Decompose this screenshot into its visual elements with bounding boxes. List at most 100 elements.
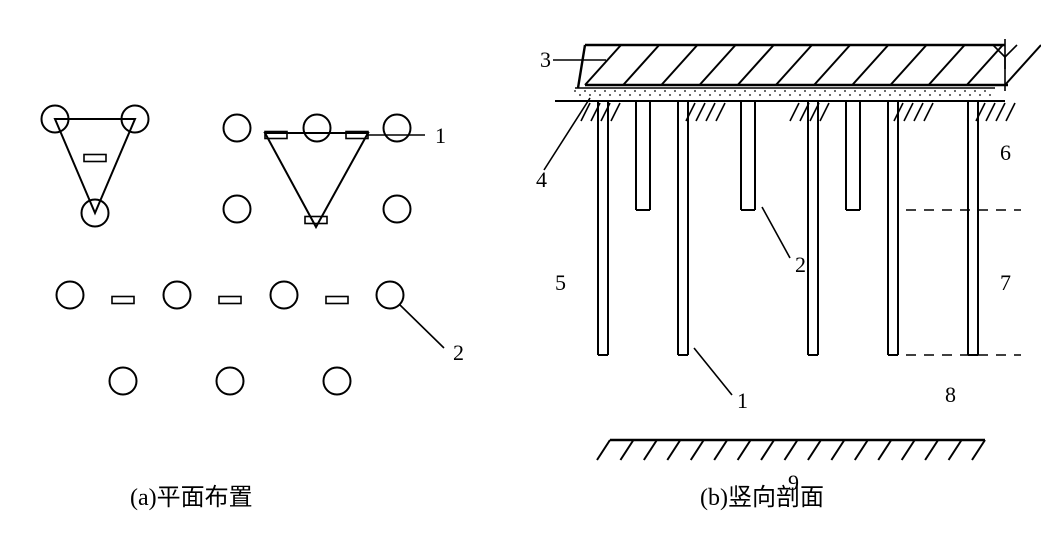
cushion-dot [724,90,726,92]
cushion-dot [849,94,851,96]
cushion-dot [979,94,981,96]
cushion-dot [654,90,656,92]
cushion-dot [599,94,601,96]
cushion-dot [709,94,711,96]
cushion-dot [864,90,866,92]
cushion-dot [964,90,966,92]
cushion-dot [909,94,911,96]
label-b3: 3 [540,47,551,72]
short-pile-rect [326,297,348,304]
short-pile-rect [112,297,134,304]
cushion-dot [684,90,686,92]
caption-b: (b)竖向剖面 [700,484,824,511]
cushion-dot [834,90,836,92]
cushion-dot [619,94,621,96]
cushion-dot [639,94,641,96]
cushion-dot [854,90,856,92]
cushion-dot [689,94,691,96]
cushion-dot [984,90,986,92]
cushion-dot [924,90,926,92]
cushion-dot [974,90,976,92]
cushion-dot [754,90,756,92]
pile-circle [57,282,84,309]
pile-circle [377,282,404,309]
cushion-dot [914,90,916,92]
cushion-dot [989,94,991,96]
cushion-dot [714,90,716,92]
cushion-dot [704,90,706,92]
cushion-dot [609,94,611,96]
cushion-dot [929,94,931,96]
cushion-dot [784,90,786,92]
cushion-dot [819,94,821,96]
pile-circle [110,368,137,395]
label-b8: 8 [945,382,956,407]
cushion-dot [739,94,741,96]
cushion-dot [959,94,961,96]
cushion-dot [874,90,876,92]
pile-circle [384,115,411,142]
cushion-dot [934,90,936,92]
cushion-dot [814,90,816,92]
cushion-dot [679,94,681,96]
cushion-dot [669,94,671,96]
label-b2: 2 [795,252,806,277]
label-b4: 4 [536,167,547,192]
cushion-dot [584,90,586,92]
cushion-dot [794,90,796,92]
label-b5: 5 [555,270,566,295]
cushion-dot [644,90,646,92]
plan-view: 12 [42,106,465,395]
cushion-dot [899,94,901,96]
cushion-dot [664,90,666,92]
cushion-dot [699,94,701,96]
pile-circle [271,282,298,309]
cushion-dot [769,94,771,96]
pile-circle [217,368,244,395]
pile-circle [384,196,411,223]
cushion-dot [744,90,746,92]
cushion-dot [869,94,871,96]
cushion-dot [719,94,721,96]
cushion-dot [589,94,591,96]
cushion-dot [879,94,881,96]
cushion-dot [844,90,846,92]
cushion-dot [674,90,676,92]
cushion-dot [949,94,951,96]
cushion-dot [594,90,596,92]
cushion-dot [804,90,806,92]
section-view: 123456789 [536,39,1041,495]
cushion-dot [759,94,761,96]
label-b7: 7 [1000,270,1011,295]
short-pile-rect [84,155,106,162]
cushion-dot [954,90,956,92]
cushion-dot [884,90,886,92]
cushion-dot [944,90,946,92]
triangle-small [265,133,368,227]
label-b6: 6 [1000,140,1011,165]
cushion-dot [809,94,811,96]
pile-circle [224,115,251,142]
cushion-dot [799,94,801,96]
cushion-dot [579,94,581,96]
cushion-dot [904,90,906,92]
cushion-dot [764,90,766,92]
cushion-dot [604,90,606,92]
short-pile-rect [305,217,327,224]
cushion-dot [859,94,861,96]
label-b1: 1 [737,388,748,413]
cushion-dot [694,90,696,92]
cushion-dot [614,90,616,92]
cushion-dot [779,94,781,96]
cushion-dot [749,94,751,96]
cushion-dot [774,90,776,92]
label-1: 1 [435,123,446,148]
cushion-dot [734,90,736,92]
cushion-dot [824,90,826,92]
cushion-dot [634,90,636,92]
pile-circle [324,368,351,395]
cushion-dot [894,90,896,92]
caption-a: (a)平面布置 [130,484,253,511]
label-2: 2 [453,340,464,365]
figure-root: 12123456789(a)平面布置(b)竖向剖面 [0,0,1041,538]
